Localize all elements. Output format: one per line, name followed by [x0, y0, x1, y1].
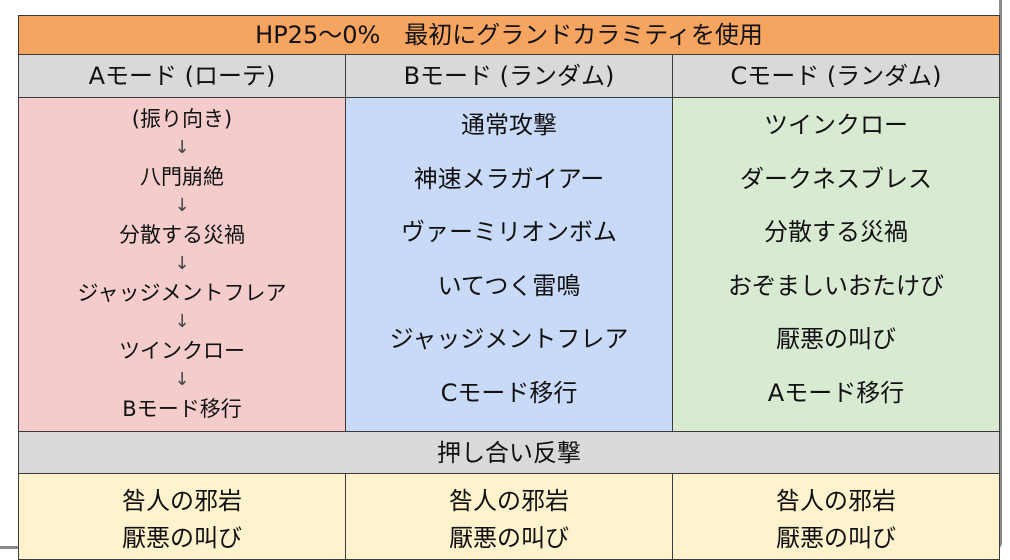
mode-b-move: 通常攻撃: [461, 111, 557, 139]
down-arrow-icon: ↓: [174, 253, 190, 274]
mode-a-step: ジャッジメントフレア: [77, 281, 287, 305]
counter-a-cell: 咎人の邪岩 厭悪の叫び: [18, 473, 346, 560]
mode-header-row: Aモード (ローテ) Bモード (ランダム) Cモード (ランダム): [18, 54, 1001, 98]
mode-b-moves: 通常攻撃 神速メラガイアー ヴァーミリオンボム いてつく雷鳴 ジャッジメントフレ…: [346, 98, 672, 431]
counter-c-cell: 咎人の邪岩 厭悪の叫び: [671, 473, 1001, 560]
mode-b-cell: 通常攻撃 神速メラガイアー ヴァーミリオンボム いてつく雷鳴 ジャッジメントフレ…: [345, 97, 673, 432]
counter-header-row: 押し合い反撃: [17, 431, 1001, 474]
mode-a-step: 八門崩絶: [140, 165, 224, 189]
mode-b-move: いてつく雷鳴: [437, 271, 581, 300]
table-title: HP25〜0% 最初にグランドカラミティを使用: [17, 15, 1001, 55]
counter-b-list: 咎人の邪岩 厭悪の叫び: [346, 476, 672, 558]
counter-c-list: 咎人の邪岩 厭悪の叫び: [673, 476, 999, 558]
mode-b-move: Cモード移行: [440, 378, 578, 407]
mode-a-step: (振り向き): [131, 107, 233, 131]
mode-body-row: (振り向き) ↓ 八門崩絶 ↓ 分散する災禍 ↓ ジャッジメントフレア ↓ ツイ…: [18, 97, 1001, 432]
mode-c-moves: ツインクロー ダークネスブレス 分散する災禍 おぞましいおたけび 厭悪の叫び A…: [673, 98, 999, 431]
counter-move: 咎人の邪岩: [122, 486, 242, 515]
mode-c-move: ツインクロー: [764, 111, 908, 139]
counter-b-cell: 咎人の邪岩 厭悪の叫び: [345, 473, 673, 560]
mode-c-move: Aモード移行: [767, 378, 905, 407]
mode-b-move: 神速メラガイアー: [413, 164, 605, 193]
mode-c-move: 分散する災禍: [764, 218, 908, 246]
title-row: HP25〜0% 最初にグランドカラミティを使用: [17, 15, 1001, 55]
counter-move: 咎人の邪岩: [449, 486, 569, 515]
mode-c-cell: ツインクロー ダークネスブレス 分散する災禍 おぞましいおたけび 厭悪の叫び A…: [671, 97, 1001, 432]
counter-body-row: 咎人の邪岩 厭悪の叫び 咎人の邪岩 厭悪の叫び 咎人の邪岩 厭悪の叫び: [18, 473, 1001, 560]
mode-b-move: ヴァーミリオンボム: [401, 218, 617, 246]
mode-a-step: Bモード移行: [122, 397, 242, 421]
mode-a-cell: (振り向き) ↓ 八門崩絶 ↓ 分散する災禍 ↓ ジャッジメントフレア ↓ ツイ…: [18, 97, 346, 432]
mode-a-header: Aモード (ローテ): [18, 54, 346, 98]
down-arrow-icon: ↓: [174, 311, 190, 332]
counter-a-list: 咎人の邪岩 厭悪の叫び: [19, 476, 345, 558]
down-arrow-icon: ↓: [174, 137, 190, 158]
mode-c-move: ダークネスブレス: [740, 164, 932, 193]
mode-c-header: Cモード (ランダム): [671, 54, 1001, 98]
mode-b-header: Bモード (ランダム): [345, 54, 673, 98]
mode-a-step: ツインクロー: [119, 339, 245, 363]
counter-move: 厭悪の叫び: [449, 523, 569, 552]
counter-header: 押し合い反撃: [17, 431, 1001, 474]
down-arrow-icon: ↓: [174, 195, 190, 216]
counter-move: 咎人の邪岩: [776, 486, 896, 515]
mode-c-move: おぞましいおたけび: [728, 271, 944, 300]
down-arrow-icon: ↓: [174, 369, 190, 390]
mode-b-move: ジャッジメントフレア: [389, 325, 629, 353]
mode-a-step: 分散する災禍: [119, 223, 245, 247]
mode-a-rotation: (振り向き) ↓ 八門崩絶 ↓ 分散する災禍 ↓ ジャッジメントフレア ↓ ツイ…: [19, 98, 345, 423]
hp-phase-table: HP25〜0% 最初にグランドカラミティを使用 Aモード (ローテ) Bモード …: [17, 15, 1001, 560]
counter-move: 厭悪の叫び: [122, 523, 242, 552]
counter-move: 厭悪の叫び: [776, 523, 896, 552]
mode-c-move: 厭悪の叫び: [776, 325, 896, 353]
